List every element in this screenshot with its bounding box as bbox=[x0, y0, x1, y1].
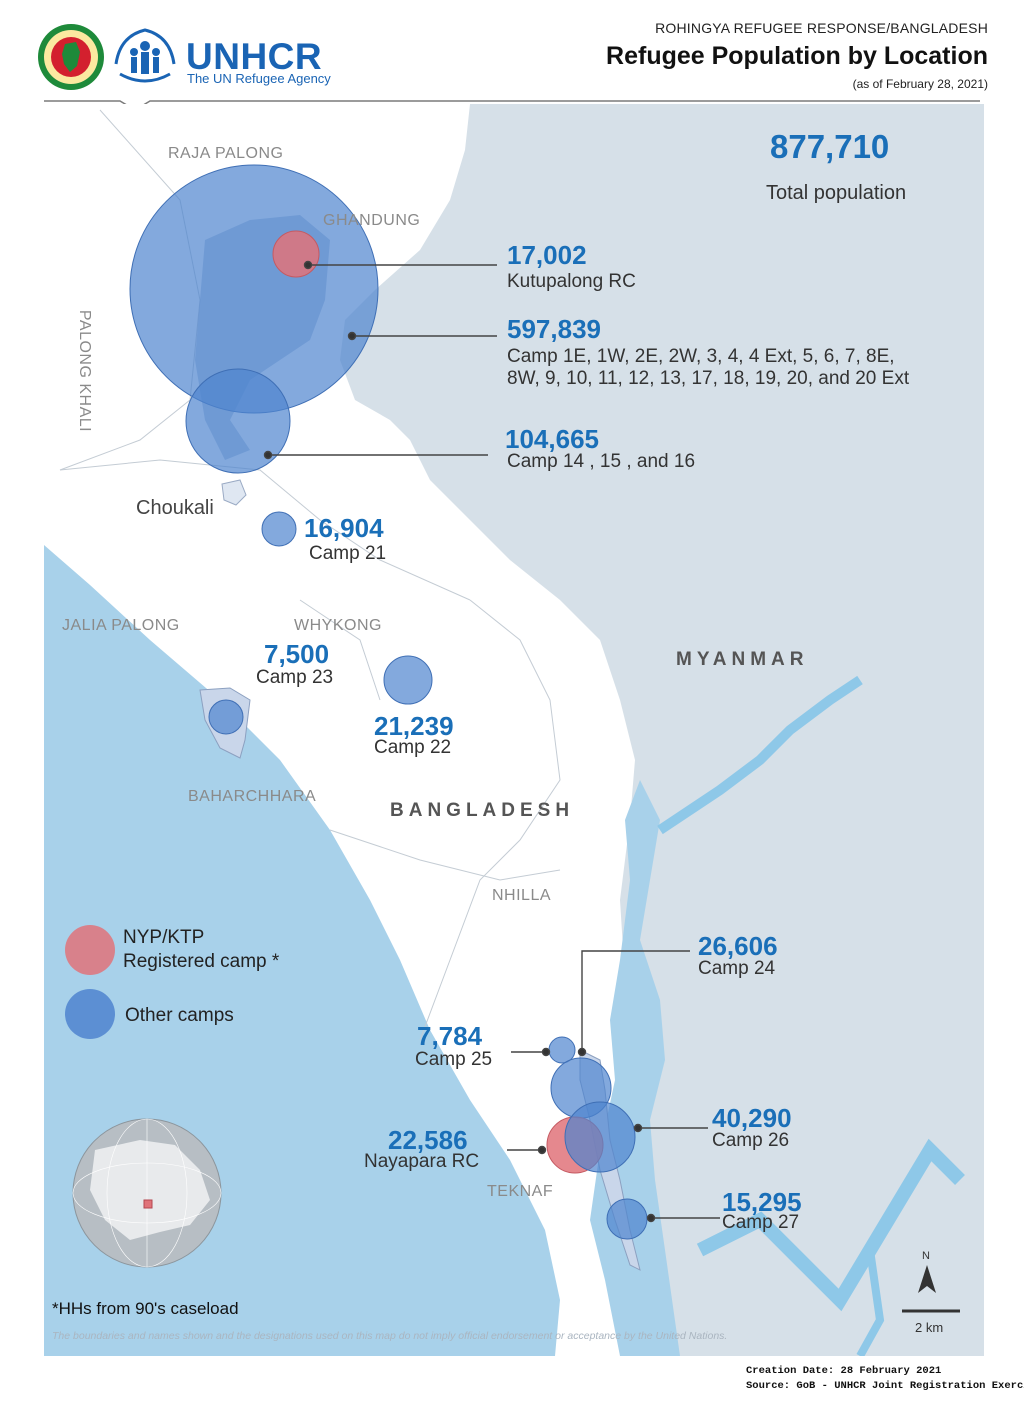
globe-location-marker bbox=[143, 1199, 153, 1209]
location-value: 7,500 bbox=[264, 639, 330, 669]
country-bangladesh: BANGLADESH bbox=[390, 800, 575, 821]
place-baharchhara: BAHARCHHARA bbox=[188, 788, 317, 805]
place-jalia-palong: JALIA PALONG bbox=[62, 617, 180, 634]
place-teknaf: TEKNAF bbox=[487, 1183, 554, 1200]
location-label: Camp 23 bbox=[256, 667, 334, 688]
north-label: N bbox=[922, 1250, 930, 1262]
myanmar-river bbox=[657, 675, 863, 835]
location-value: 21,239 bbox=[374, 711, 454, 741]
place-nhilla: NHILLA bbox=[492, 887, 552, 904]
total-population-label: Total population bbox=[766, 182, 907, 204]
location-label: Camp 24 bbox=[698, 958, 776, 979]
admin-boundaries bbox=[59, 109, 561, 1041]
place-palong-khali: PALONG KHALI bbox=[76, 309, 93, 433]
myanmar-river-3 bbox=[856, 1249, 885, 1356]
locator-globe bbox=[72, 1118, 222, 1268]
place-whykong: WHYKONG bbox=[294, 617, 382, 634]
header: UNHCR The UN Refugee Agency ROHINGYA REF… bbox=[0, 0, 1024, 111]
location-label: Camp 1E, 1W, 2E, 2W, 3, 4, 4 Ext, 5, 6, … bbox=[507, 346, 895, 367]
legend-other-label: Other camps bbox=[125, 1005, 234, 1026]
location-label: Camp 26 bbox=[712, 1130, 790, 1151]
bubble-40290[interactable] bbox=[564, 1101, 636, 1173]
bangladesh-gov-logo bbox=[38, 24, 104, 90]
unhcr-emblem-icon bbox=[114, 28, 176, 83]
myanmar-river-2 bbox=[696, 1138, 965, 1312]
disclaimer: The boundaries and names shown and the d… bbox=[52, 1330, 728, 1342]
creation-date: Creation Date: 28 February 2021 bbox=[746, 1365, 942, 1377]
unhcr-logo-text: UNHCR bbox=[186, 36, 323, 77]
bubble-17002[interactable] bbox=[272, 230, 320, 278]
location-label: 8W, 9, 10, 11, 12, 13, 17, 18, 19, 20, a… bbox=[507, 368, 910, 389]
header-date: (as of February 28, 2021) bbox=[852, 77, 988, 91]
source: Source: GoB - UNHCR Joint Registration E… bbox=[746, 1380, 1024, 1392]
choukali-outline bbox=[221, 479, 247, 506]
leader-lines bbox=[263, 260, 720, 1223]
location-value: 597,839 bbox=[507, 314, 601, 344]
unhcr-tagline: The UN Refugee Agency bbox=[187, 71, 331, 86]
bubble-7500[interactable] bbox=[208, 699, 244, 735]
place-raja-palong: RAJA PALONG bbox=[168, 145, 284, 162]
camp-bubbles bbox=[129, 164, 648, 1240]
place-ghandung: GHANDUNG bbox=[323, 212, 421, 229]
location-label: Camp 14 , 15 , and 16 bbox=[507, 451, 696, 472]
location-value: 26,606 bbox=[698, 931, 778, 961]
location-label: Camp 22 bbox=[374, 737, 452, 758]
page-title: Refugee Population by Location bbox=[606, 42, 988, 70]
location-value: 16,904 bbox=[304, 513, 384, 543]
legend-other-swatch bbox=[65, 989, 115, 1039]
bubble-15295[interactable] bbox=[606, 1198, 648, 1240]
place-choukali: Choukali bbox=[136, 497, 214, 519]
location-value: 22,586 bbox=[388, 1125, 468, 1155]
footnote: *HHs from 90's caseload bbox=[52, 1299, 239, 1318]
bubble-21239[interactable] bbox=[383, 655, 433, 705]
legend-registered-swatch bbox=[65, 925, 115, 975]
location-value: 15,295 bbox=[722, 1187, 802, 1217]
total-population-value: 877,710 bbox=[770, 128, 890, 165]
location-label: Camp 27 bbox=[722, 1212, 800, 1233]
location-value: 40,290 bbox=[712, 1103, 792, 1133]
location-label: Camp 25 bbox=[415, 1049, 493, 1070]
bubble-104665[interactable] bbox=[185, 368, 291, 474]
scale-label: 2 km bbox=[915, 1320, 944, 1335]
country-myanmar: MYANMAR bbox=[676, 649, 809, 670]
legend-registered-label-2: Registered camp * bbox=[123, 951, 280, 972]
header-org-line: ROHINGYA REFUGEE RESPONSE/BANGLADESH bbox=[655, 20, 988, 36]
bubble-7784[interactable] bbox=[548, 1036, 576, 1064]
legend-registered-label: NYP/KTP bbox=[123, 927, 205, 948]
north-arrow-icon bbox=[918, 1265, 936, 1293]
location-value: 7,784 bbox=[417, 1021, 483, 1051]
location-value: 17,002 bbox=[507, 240, 587, 270]
location-label: Nayapara RC bbox=[364, 1151, 480, 1172]
bubble-16904[interactable] bbox=[261, 511, 297, 547]
myanmar-area bbox=[340, 104, 984, 1356]
location-value: 104,665 bbox=[505, 424, 599, 454]
location-label: Kutupalong RC bbox=[507, 271, 636, 292]
location-label: Camp 21 bbox=[309, 543, 387, 564]
